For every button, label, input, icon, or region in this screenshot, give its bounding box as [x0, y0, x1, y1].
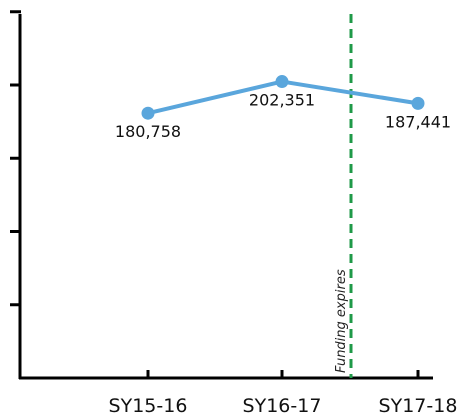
data-point [275, 75, 289, 89]
funding-expires-label: Funding expires [334, 269, 349, 373]
x-tick-label: SY15-16 [109, 395, 188, 417]
data-label: 187,441 [385, 112, 451, 131]
data-label: 202,351 [249, 91, 315, 110]
axes [18, 14, 433, 380]
tick-marks [10, 10, 420, 379]
data-point [141, 106, 155, 120]
data-points [141, 75, 425, 120]
reference-line-group: Funding expires [334, 14, 353, 378]
x-tick-label: SY17-18 [379, 395, 458, 417]
data-labels: 180,758 202,351 187,441 [115, 91, 451, 142]
data-point [411, 96, 425, 110]
data-label: 180,758 [115, 122, 181, 141]
x-tick-label: SY16-17 [243, 395, 322, 417]
x-tick-labels: SY15-16 SY16-17 SY17-18 [109, 395, 458, 417]
